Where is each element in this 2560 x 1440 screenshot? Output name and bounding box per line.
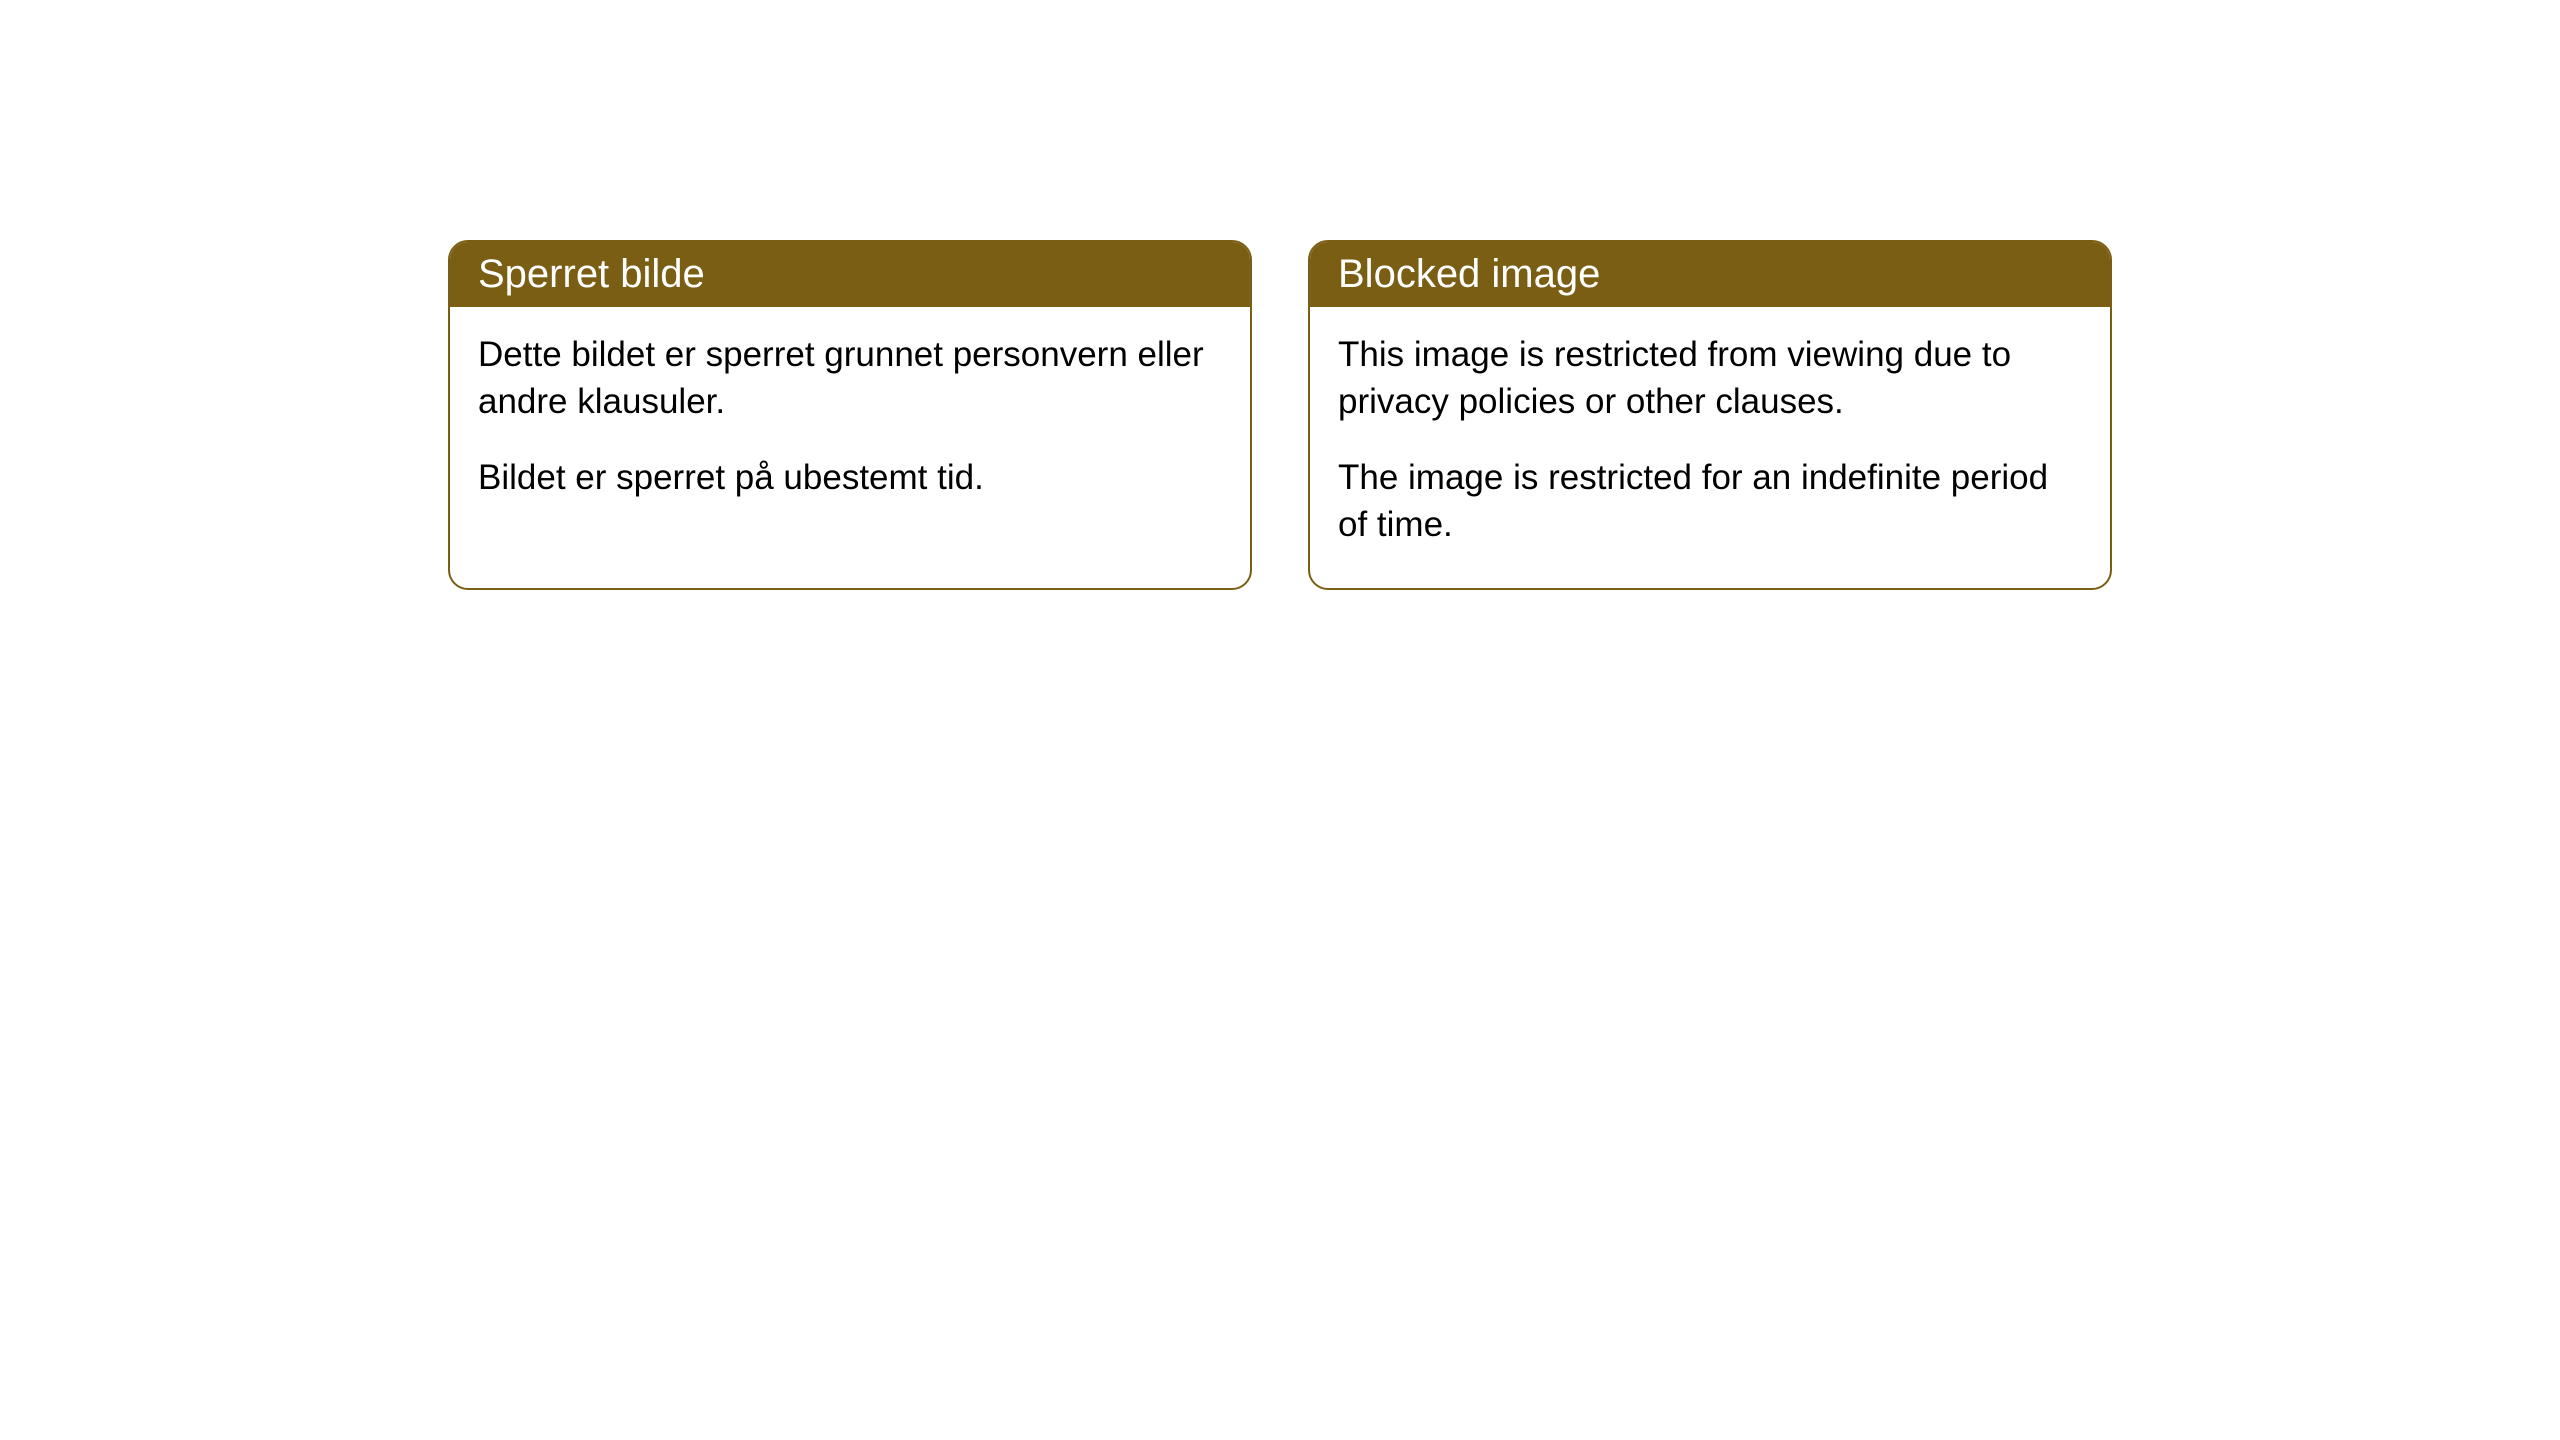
card-body: This image is restricted from viewing du… — [1310, 307, 2110, 588]
card-paragraph: The image is restricted for an indefinit… — [1338, 454, 2082, 549]
notice-card-english: Blocked image This image is restricted f… — [1308, 240, 2112, 590]
card-title: Blocked image — [1338, 252, 1600, 296]
notice-cards-container: Sperret bilde Dette bildet er sperret gr… — [448, 240, 2112, 590]
notice-card-norwegian: Sperret bilde Dette bildet er sperret gr… — [448, 240, 1252, 590]
card-paragraph: Bildet er sperret på ubestemt tid. — [478, 454, 1222, 501]
card-body: Dette bildet er sperret grunnet personve… — [450, 307, 1250, 541]
card-header: Sperret bilde — [450, 242, 1250, 307]
card-paragraph: This image is restricted from viewing du… — [1338, 331, 2082, 426]
card-title: Sperret bilde — [478, 252, 705, 296]
card-paragraph: Dette bildet er sperret grunnet personve… — [478, 331, 1222, 426]
card-header: Blocked image — [1310, 242, 2110, 307]
